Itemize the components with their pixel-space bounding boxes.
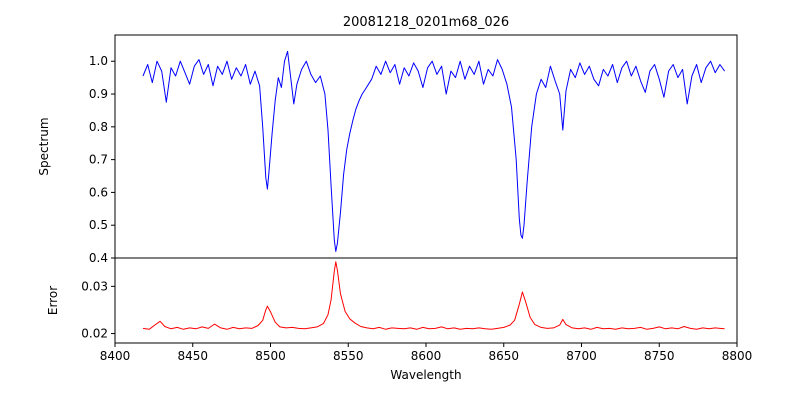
- x-axis-label: Wavelength: [390, 368, 461, 382]
- error-line: [142, 261, 725, 330]
- axes-frame: [114, 34, 738, 259]
- x-tick-label: 8550: [333, 349, 364, 363]
- y-tick-label: 0.8: [89, 120, 108, 134]
- y-tick-label: 0.03: [81, 279, 108, 293]
- spectrum-line: [142, 50, 726, 252]
- x-tick-label: 8800: [722, 349, 753, 363]
- x-tick-label: 8750: [644, 349, 675, 363]
- chart-title: 20081218_0201m68_026: [343, 15, 509, 30]
- y-tick-label: 0.5: [89, 218, 108, 232]
- x-tick-label: 8600: [411, 349, 442, 363]
- x-tick-label: 8700: [566, 349, 597, 363]
- panel-error: 0.02 0.03 8400 8450 8500 8550 8600 8650 8700 8750…: [81, 257, 753, 363]
- plot-panels: 0.4 0.5 0.6 0.7 0.8 0.9 1.0 0.02 0.03 8400 8450 850…: [81, 34, 753, 363]
- y-tick-label: 0.02: [81, 327, 108, 341]
- x-tick-label: 8450: [177, 349, 208, 363]
- y-tick-label: 0.4: [89, 251, 108, 265]
- x-tick-label: 8500: [255, 349, 286, 363]
- y-tick-label: 0.7: [89, 153, 108, 167]
- y-tick-label: 1.0: [89, 54, 108, 68]
- x-tick-label: 8400: [100, 349, 131, 363]
- y-tick-label: 0.9: [89, 87, 108, 101]
- x-tick-label: 8650: [488, 349, 519, 363]
- spectrum-y-axis-label: Spectrum: [37, 117, 51, 175]
- axes-frame: [114, 257, 738, 344]
- error-y-axis-label: Error: [46, 286, 60, 315]
- y-tick-label: 0.6: [89, 185, 108, 199]
- panel-spectrum: 0.4 0.5 0.6 0.7 0.8 0.9 1.0: [89, 34, 738, 265]
